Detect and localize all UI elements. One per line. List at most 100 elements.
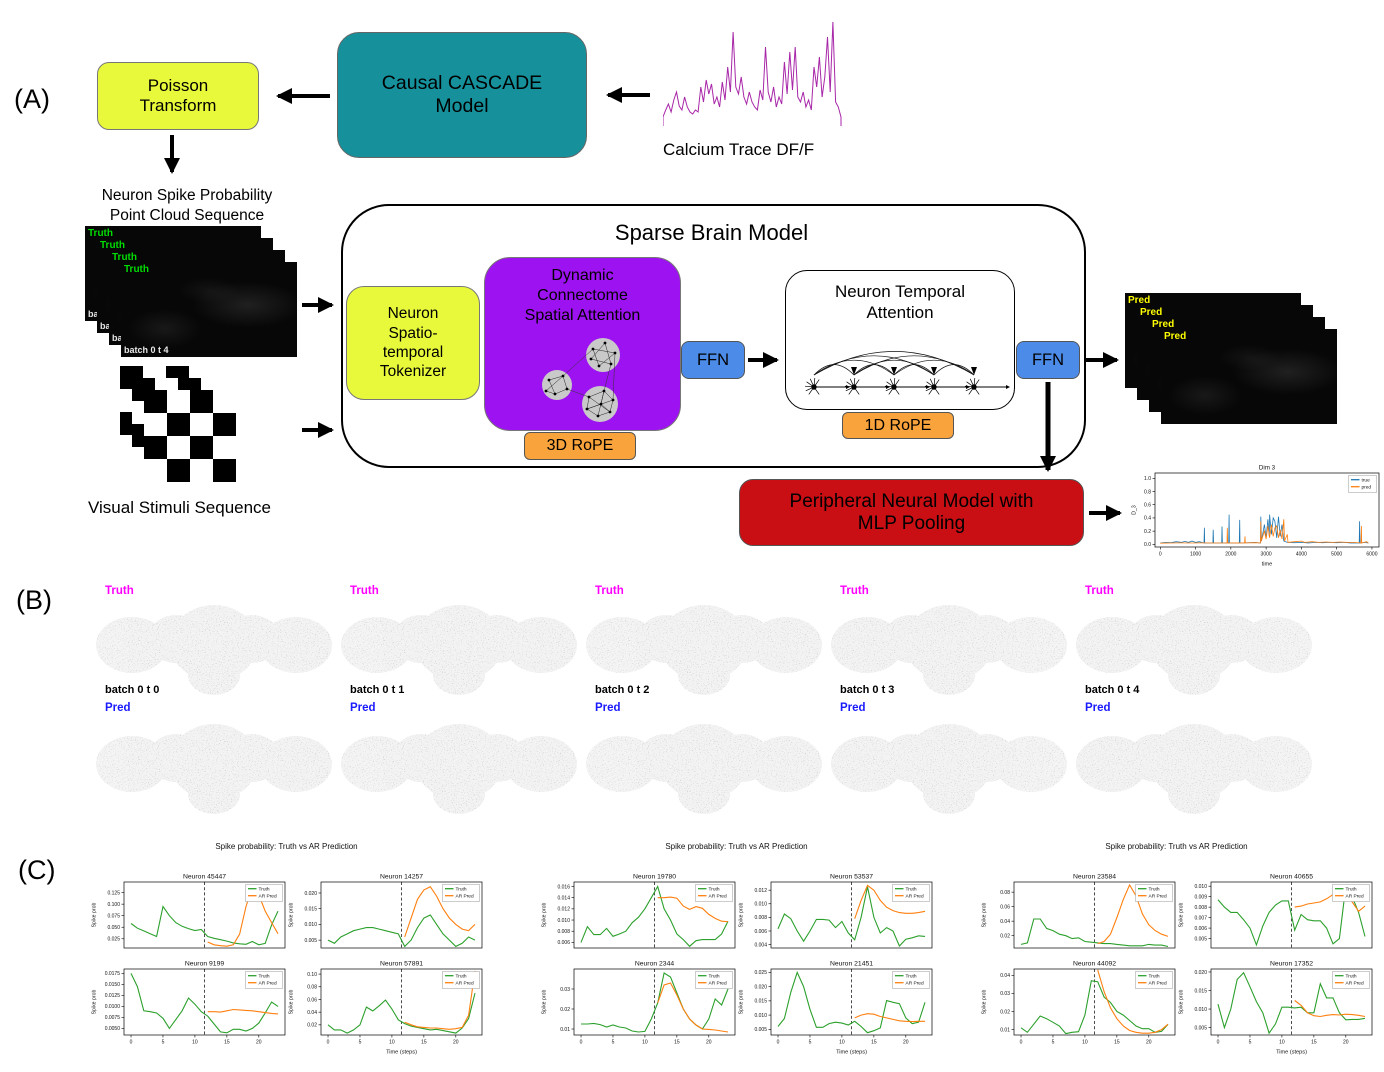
svg-text:AR Pred: AR Pred [259, 980, 277, 986]
svg-text:3000: 3000 [1261, 552, 1272, 558]
truth-label: Truth [840, 585, 869, 597]
connectome-graphs [485, 258, 680, 430]
svg-text:0.020: 0.020 [1194, 970, 1207, 976]
svg-text:true: true [1362, 477, 1371, 483]
svg-text:0.008: 0.008 [1194, 905, 1207, 911]
svg-text:20: 20 [706, 1040, 712, 1046]
svg-text:0.012: 0.012 [557, 907, 570, 913]
neuron-chart-14257: Neuron 14257 0.005 0.010 0.015 0.020 Spike pr… [285, 870, 485, 954]
svg-text:0: 0 [130, 1040, 133, 1046]
pred-frame-label: Pred [1152, 319, 1175, 330]
svg-text:Truth: Truth [906, 886, 917, 892]
svg-text:Truth: Truth [1346, 886, 1357, 892]
svg-text:0.007: 0.007 [1194, 915, 1207, 921]
truth-brain-image [584, 597, 824, 697]
neuron-chart-23584: Neuron 23584 0.02 0.04 0.06 0.08 Spike prob Tr… [978, 870, 1178, 954]
svg-text:0.008: 0.008 [557, 929, 570, 935]
neuron-chart-40655: Neuron 40655 0.005 0.006 0.007 0.008 0.009 0.0… [1175, 870, 1375, 954]
pred-frame-label: Pred [1164, 331, 1187, 342]
svg-text:Truth: Truth [456, 886, 467, 892]
svg-text:0.8: 0.8 [1144, 489, 1151, 495]
svg-text:Spike prob: Spike prob [1179, 902, 1185, 927]
neuron-chart-44092: Neuron 44092 0.01 0.02 0.03 0.04 0 5 10 15 20 Spik… [978, 957, 1178, 1056]
neuron-chart-45447: Neuron 45447 0.025 0.050 0.075 0.100 0.125 Spi… [88, 870, 288, 954]
spike-cloud-caption: Neuron Spike Probability Point Cloud Seq… [101, 187, 273, 225]
svg-text:Truth: Truth [906, 973, 917, 979]
svg-text:15: 15 [871, 1040, 877, 1046]
truth-label: Truth [595, 585, 624, 597]
svg-text:Truth: Truth [709, 973, 720, 979]
svg-text:0.050: 0.050 [107, 925, 120, 931]
svg-text:20: 20 [256, 1040, 262, 1046]
svg-text:0.02: 0.02 [560, 1007, 570, 1013]
pred-label: Pred [840, 702, 866, 714]
batch-label: batch 0 t 4 [1085, 684, 1140, 696]
svg-text:1000: 1000 [1190, 552, 1201, 558]
svg-text:10: 10 [1082, 1040, 1088, 1046]
panel-a-label: (A) [14, 84, 50, 114]
panel-b-column: Truth batch 0 t 4 Pred [1072, 582, 1317, 834]
svg-text:5: 5 [162, 1040, 165, 1046]
neuron-chart-21451: Neuron 21451 0.005 0.010 0.015 0.020 0.025 0 5 1… [735, 957, 935, 1056]
svg-text:0.015: 0.015 [754, 999, 767, 1005]
rope-1d-box: 1D RoPE [842, 412, 954, 439]
svg-text:0.006: 0.006 [1194, 926, 1207, 932]
svg-text:0.025: 0.025 [107, 937, 120, 943]
group1-suptitle: Spike probability: Truth vs AR Predictio… [215, 842, 358, 851]
svg-text:AR Pred: AR Pred [906, 893, 924, 899]
svg-text:0.015: 0.015 [1194, 988, 1207, 994]
svg-text:Spike prob: Spike prob [982, 989, 988, 1014]
svg-text:0: 0 [1159, 552, 1162, 558]
svg-text:AR Pred: AR Pred [709, 893, 727, 899]
svg-text:0.0175: 0.0175 [105, 971, 121, 977]
svg-text:0.4: 0.4 [1144, 516, 1151, 522]
svg-text:0.0050: 0.0050 [105, 1026, 121, 1032]
pred-brain-image [339, 716, 579, 816]
svg-text:20: 20 [1343, 1040, 1349, 1046]
truth-brain-image [94, 597, 334, 697]
svg-text:Neuron 57891: Neuron 57891 [380, 961, 423, 968]
truth-brain-image [339, 597, 579, 697]
visual-stimuli-label: Visual Stimuli Sequence [88, 498, 272, 517]
neuron-chart-17352: Neuron 17352 0.005 0.010 0.015 0.020 0 5 10 15 20… [1175, 957, 1375, 1056]
svg-text:15: 15 [224, 1040, 230, 1046]
panel-b-column: Truth batch 0 t 2 Pred [582, 582, 827, 834]
svg-text:Truth: Truth [1346, 973, 1357, 979]
svg-text:0.08: 0.08 [307, 985, 317, 991]
svg-text:0.020: 0.020 [754, 984, 767, 990]
panel-b-label: (B) [16, 585, 52, 615]
pred-brain-image [1074, 716, 1314, 816]
neuron-temporal-attention-label: Neuron Temporal Attention [834, 282, 966, 323]
svg-text:4000: 4000 [1296, 552, 1307, 558]
neuron-chart-9199: Neuron 9199 0.0050 0.0075 0.0100 0.0125 0.015… [88, 957, 288, 1056]
panel-b-column: Truth batch 0 t 3 Pred [827, 582, 1072, 834]
svg-text:0.010: 0.010 [557, 918, 570, 924]
svg-text:Time (steps): Time (steps) [386, 1050, 417, 1056]
svg-text:Neuron 2344: Neuron 2344 [635, 961, 675, 968]
svg-text:10: 10 [839, 1040, 845, 1046]
svg-text:5: 5 [809, 1040, 812, 1046]
svg-text:0.005: 0.005 [304, 938, 317, 944]
truth-frame-label: Truth [112, 252, 137, 263]
causal-cascade-box: Causal CASCADE Model [337, 32, 587, 158]
truth-frame-front: Truth batch 0 t 4 [121, 262, 297, 357]
group3-suptitle: Spike probability: Truth vs AR Predictio… [1105, 842, 1248, 851]
pred-frame-stack: Pred Pred Pred Pred [1125, 293, 1340, 428]
dim3-chart: Dim 3 0.0 0.2 0.4 0.6 0.8 1.0 0 1000 2000 3000 4000… [1128, 462, 1384, 568]
truth-brain-image [1074, 597, 1314, 697]
svg-text:Time (steps): Time (steps) [1276, 1050, 1307, 1056]
svg-text:0.014: 0.014 [557, 895, 570, 901]
svg-text:0.02: 0.02 [1000, 933, 1010, 939]
svg-text:0.075: 0.075 [107, 913, 120, 919]
svg-text:20: 20 [903, 1040, 909, 1046]
svg-text:Neuron 17352: Neuron 17352 [1270, 961, 1313, 968]
svg-text:0.02: 0.02 [307, 1023, 317, 1029]
svg-text:Truth: Truth [1149, 973, 1160, 979]
svg-text:5: 5 [1249, 1040, 1252, 1046]
svg-text:AR Pred: AR Pred [1149, 893, 1167, 899]
truth-frame-label: Truth [100, 240, 125, 251]
svg-text:0.2: 0.2 [1144, 529, 1151, 535]
batch-label: batch 0 t 1 [350, 684, 405, 696]
svg-text:0.005: 0.005 [1194, 1025, 1207, 1031]
neuron-chart-57891: Neuron 57891 0.02 0.04 0.06 0.08 0.10 0 5 10 15 20… [285, 957, 485, 1056]
